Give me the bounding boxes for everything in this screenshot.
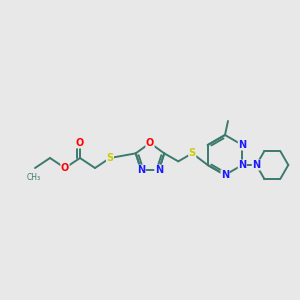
Text: N: N <box>137 165 145 175</box>
Text: N: N <box>252 160 260 170</box>
Text: N: N <box>238 160 246 170</box>
Text: O: O <box>61 163 69 173</box>
Text: O: O <box>146 138 154 148</box>
Text: CH₃: CH₃ <box>27 173 41 182</box>
Text: N: N <box>238 140 246 150</box>
Text: N: N <box>221 170 229 180</box>
Text: S: S <box>106 153 114 163</box>
Text: O: O <box>76 138 84 148</box>
Text: N: N <box>155 165 163 175</box>
Text: S: S <box>189 148 196 158</box>
